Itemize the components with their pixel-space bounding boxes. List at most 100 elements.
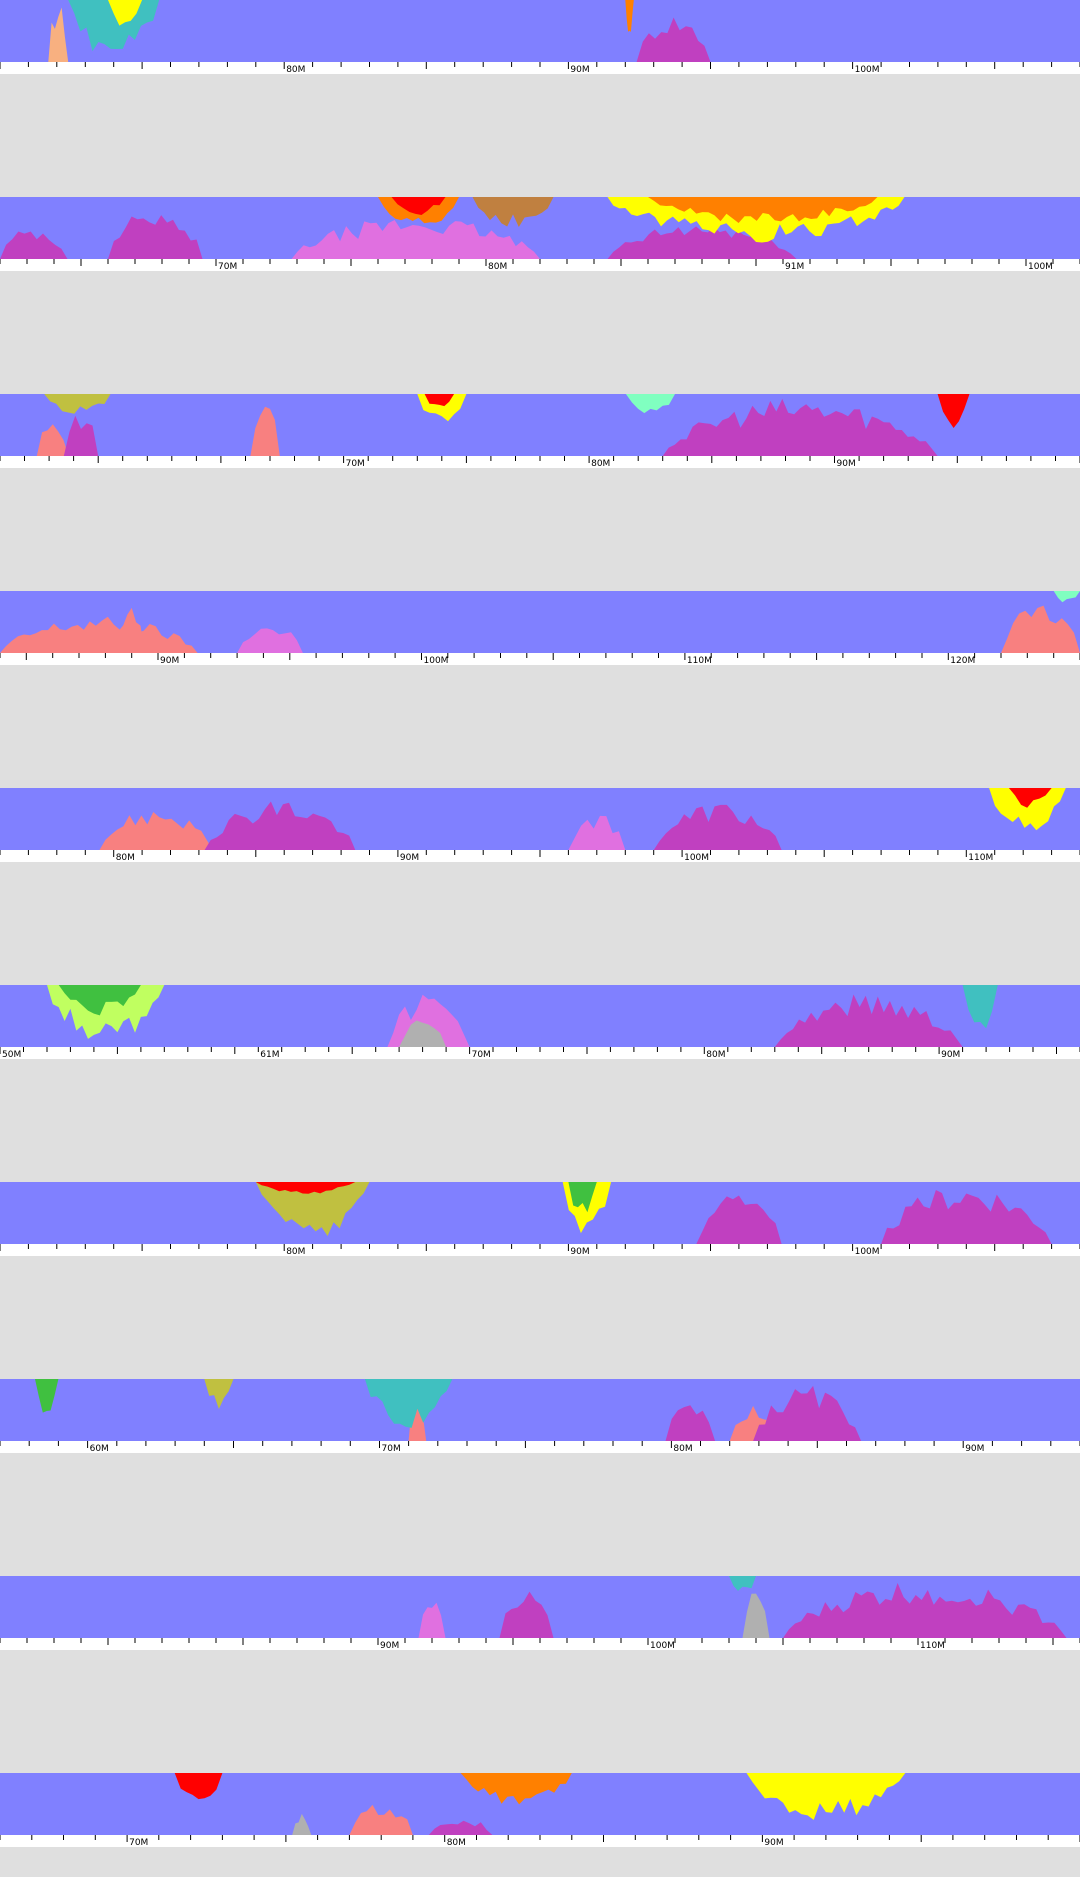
track-3: 70M80M90M100M <box>0 394 1080 476</box>
segment-top-mint <box>625 394 675 414</box>
tick-label: 100M <box>684 853 709 863</box>
segment-top-red <box>424 394 455 407</box>
tick-label: 91M <box>785 262 804 272</box>
segment-bottom-magenta <box>774 994 963 1047</box>
tick-label: 70M <box>346 459 365 469</box>
segment-top-orange <box>460 1773 572 1805</box>
position-axis <box>0 653 1080 665</box>
tick-label: 110M <box>968 853 993 863</box>
tick-label: 90M <box>400 853 419 863</box>
segment-top-olive <box>204 1379 234 1409</box>
track-2: 70M 80M 91M 100M <box>0 197 1080 279</box>
tick-label: 90M <box>380 1641 399 1651</box>
segment-bottom-salmon <box>1001 605 1080 653</box>
segment-top-green <box>58 985 141 1016</box>
tick-label: 120M <box>950 656 975 666</box>
tick-label: 61M <box>260 1050 279 1060</box>
position-axis <box>0 1244 1080 1256</box>
segment-bottom-pink <box>237 628 303 653</box>
segment-bottom-magenta <box>696 1195 782 1244</box>
segment-bottom-salmon <box>250 406 280 456</box>
position-axis <box>0 1441 1080 1453</box>
segment-bottom-salmon <box>408 1389 427 1441</box>
track-8: 60M 70M 80M 90M <box>0 1379 1080 1461</box>
tick-label: 70M <box>382 1444 401 1454</box>
segment-bottom-gray <box>399 1020 447 1047</box>
tick-label: 90M <box>570 1247 589 1257</box>
tick-label: 90M <box>837 459 856 469</box>
tick-label: 100M <box>855 1247 880 1257</box>
position-axis <box>0 1047 1080 1059</box>
tick-label: 100M <box>855 65 880 75</box>
track-1: 80M 90M 100M <box>0 0 1080 82</box>
segment-top-yellow <box>746 1773 906 1820</box>
segment-bottom-magenta <box>0 231 68 259</box>
tick-label: 80M <box>116 853 135 863</box>
track-9-plot: 90M 100M 110M <box>0 1576 1080 1651</box>
segment-bottom-gray <box>742 1593 770 1638</box>
segment-top-olive <box>255 1182 370 1236</box>
segment-bottom-magenta <box>108 215 203 259</box>
segment-bottom-magenta <box>753 1385 862 1441</box>
segment-bottom-salmon <box>36 424 69 456</box>
tick-label: 90M <box>570 65 589 75</box>
track-10: 70M 80M 90M <box>0 1773 1080 1855</box>
segment-top-brown <box>472 197 554 227</box>
track-5-plot: 80M 90M 100M 110M <box>0 788 1080 863</box>
tick-label: 80M <box>706 1050 725 1060</box>
segment-top-red <box>1008 788 1052 808</box>
segment-top-mint <box>1053 591 1080 603</box>
tick-label: 110M <box>920 1641 945 1651</box>
position-axis <box>0 62 1080 74</box>
tick-label: 70M <box>218 262 237 272</box>
ancestry-band <box>0 1379 1080 1441</box>
tick-label: 80M <box>286 65 305 75</box>
segment-top-orange <box>648 197 878 223</box>
segment-bottom-magenta <box>881 1190 1052 1244</box>
segment-top-teal <box>364 1379 453 1428</box>
track-3-plot: 70M80M90M100M <box>0 394 1080 469</box>
track-8-plot: 60M 70M 80M 90M <box>0 1379 1080 1454</box>
segment-top-red <box>255 1182 356 1194</box>
segment-bottom-gray <box>292 1813 312 1835</box>
tick-label: 100M <box>650 1641 675 1651</box>
segment-top-teal <box>962 985 998 1029</box>
segment-top-yellow <box>108 0 143 26</box>
tick-label: 90M <box>965 1444 984 1454</box>
track-4-plot: 90M 100M 110M 120M <box>0 591 1080 666</box>
segment-bottom-magenta <box>63 415 99 456</box>
tick-label: 100M <box>1028 262 1053 272</box>
segment-bottom-magenta <box>607 226 797 259</box>
segment-bottom-salmon <box>349 1804 413 1835</box>
segment-bottom-salmon <box>118 607 145 653</box>
track-7: 80M 90M 100M <box>0 1182 1080 1264</box>
segment-top-red <box>174 1773 223 1800</box>
tick-label: 90M <box>941 1050 960 1060</box>
track-5: 80M 90M 100M 110M <box>0 788 1080 870</box>
segment-bottom-pink <box>291 220 540 259</box>
tick-label: 80M <box>673 1444 692 1454</box>
tick-label: 90M <box>764 1838 783 1848</box>
tick-label: 70M <box>129 1838 148 1848</box>
segment-bottom-magenta <box>662 398 938 456</box>
segment-bottom-magenta <box>428 1820 493 1835</box>
segment-bottom-pink <box>418 1602 446 1638</box>
segment-top-red <box>391 197 446 215</box>
ancestry-band <box>0 0 1080 62</box>
tick-label: 80M <box>447 1838 466 1848</box>
tick-label: 70M <box>472 1050 491 1060</box>
track-1-plot: 80M 90M 100M <box>0 0 1080 75</box>
segment-bottom-magenta <box>499 1591 554 1638</box>
segment-bottom-salmon <box>99 812 214 850</box>
track-10-plot: 70M 80M 90M <box>0 1773 1080 1848</box>
tick-label: 110M <box>687 656 712 666</box>
track-4: 90M 100M 110M 120M <box>0 591 1080 673</box>
segment-bottom-peach <box>48 7 69 62</box>
segment-bottom-magenta <box>653 804 782 850</box>
segment-top-olive <box>44 394 111 414</box>
tick-label: 80M <box>488 262 507 272</box>
track-7-plot: 80M 90M 100M <box>0 1182 1080 1257</box>
track-6-plot: 50M 61M 70M 80M 90M <box>0 985 1080 1060</box>
segment-bottom-magenta <box>636 17 711 62</box>
segment-top-orange <box>625 0 634 32</box>
